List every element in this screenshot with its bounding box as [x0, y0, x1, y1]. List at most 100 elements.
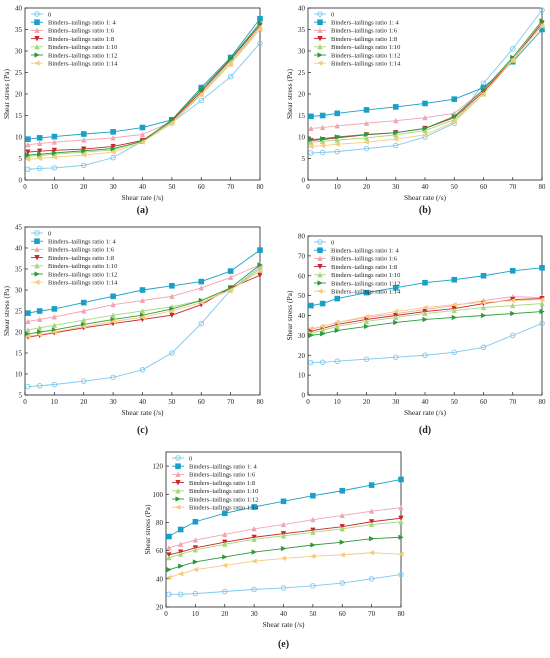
legend-label: Binders–tailings ratio 1:8 [331, 264, 397, 271]
data-point [451, 113, 458, 120]
legend-marker [317, 27, 323, 33]
legend-marker [34, 36, 40, 42]
data-point [393, 129, 399, 136]
data-point [177, 526, 184, 533]
data-point [480, 312, 487, 319]
x-tick-label: 30 [392, 398, 400, 406]
data-point [192, 590, 199, 597]
legend-label: Binders–tailings ratio 1:14 [48, 61, 118, 68]
data-point [198, 320, 204, 327]
data-point [319, 149, 326, 156]
legend-marker [34, 19, 40, 25]
panel-label: (a) [137, 205, 149, 216]
x-tick-label: 60 [339, 610, 347, 618]
data-point [422, 127, 428, 134]
y-tick-label: 5 [302, 155, 306, 163]
data-point [422, 316, 428, 323]
data-point [539, 296, 545, 303]
x-axis-title: Shear rate (/s) [262, 620, 305, 629]
data-point [257, 272, 263, 279]
y-tick-label: 15 [15, 350, 23, 358]
data-point [192, 547, 199, 553]
panel-label: (b) [419, 205, 431, 216]
legend-label: Binders–tailings ratio 1:12 [331, 280, 400, 287]
legend-label: Binders–tailings ratio 1: 4 [48, 20, 116, 27]
y-tick-label: 40 [156, 575, 164, 583]
data-point [36, 148, 43, 155]
x-tick-label: 10 [51, 398, 59, 406]
data-point [221, 510, 228, 517]
legend-label: 0 [331, 239, 334, 246]
x-tick-label: 20 [363, 183, 371, 191]
legend-marker [34, 238, 40, 244]
data-point [257, 268, 263, 274]
data-point [363, 131, 370, 138]
data-point [139, 131, 146, 137]
data-point [334, 319, 340, 326]
chart-panel-c: 0 10 20 30 40 50 60 70 80 5 10 15 20 25 30 35 40 45 Shear … [2, 224, 264, 437]
y-tick-label: 40 [15, 5, 23, 13]
legend-marker [34, 27, 40, 33]
series-6 [166, 550, 404, 581]
data-point [480, 91, 487, 97]
data-point [80, 299, 87, 306]
chart-panel-b: 0 10 20 30 40 50 60 70 80 0 5 10 15 20 25 30 35 40 Shear r… [285, 5, 546, 217]
y-tick-label: 60 [298, 272, 306, 280]
data-point [308, 139, 314, 145]
data-point [398, 534, 404, 540]
y-tick-label: 20 [15, 91, 23, 99]
data-point [308, 136, 314, 143]
data-point [393, 314, 399, 321]
data-point [51, 314, 58, 320]
series-5 [308, 308, 545, 339]
legend-label: 0 [48, 11, 51, 18]
data-point [222, 531, 228, 537]
data-point [227, 61, 234, 67]
x-tick-label: 0 [306, 183, 310, 191]
data-point [422, 100, 428, 107]
data-point [393, 117, 399, 124]
series-5 [166, 534, 404, 573]
x-tick-label: 60 [198, 183, 206, 191]
y-tick-label: 40 [298, 312, 306, 320]
x-tick-label: 70 [227, 398, 235, 406]
y-tick-label: 10 [15, 371, 23, 379]
data-point [177, 551, 184, 557]
data-point [198, 299, 204, 306]
series-line [27, 266, 261, 388]
series-line [27, 42, 261, 170]
legend-label: Binders–tailings ratio 1:8 [48, 36, 114, 43]
data-point [25, 141, 31, 148]
data-point [51, 306, 58, 312]
data-point [539, 18, 545, 24]
y-tick-label: 70 [298, 252, 306, 260]
data-point [422, 304, 428, 311]
y-tick-label: 80 [156, 519, 164, 527]
legend-label: Binders–tailings ratio 1:10 [48, 44, 117, 51]
legend-label: 0 [48, 230, 51, 237]
data-point [110, 129, 116, 135]
data-point [81, 317, 87, 323]
series-0 [166, 571, 404, 598]
series-line [27, 268, 261, 331]
legend-marker [34, 262, 40, 269]
legend-label: Binders–tailings ratio 1:10 [331, 272, 400, 279]
data-point [81, 308, 87, 314]
series-2 [166, 504, 404, 551]
data-point [320, 136, 326, 142]
x-tick-label: 60 [198, 398, 206, 406]
data-point [257, 15, 263, 22]
data-point [319, 359, 326, 365]
data-point [80, 378, 87, 384]
data-point [25, 166, 31, 172]
series-line [168, 552, 402, 578]
data-point [169, 117, 175, 123]
data-point [280, 545, 287, 552]
data-point [192, 518, 199, 525]
data-point [36, 165, 43, 172]
data-point [169, 308, 175, 314]
y-tick-label: 20 [15, 329, 23, 337]
data-point [80, 152, 87, 158]
legend-label: Binders–tailings ratio 1:6 [189, 472, 256, 479]
